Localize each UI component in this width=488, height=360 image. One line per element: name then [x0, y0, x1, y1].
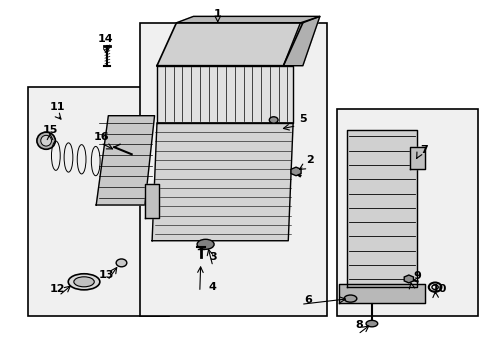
Bar [336, 109, 477, 316]
Ellipse shape [37, 132, 55, 149]
Text: 3: 3 [209, 252, 216, 262]
Ellipse shape [116, 259, 126, 267]
Text: 14: 14 [98, 34, 114, 44]
Bar [140, 23, 326, 316]
Text: 7: 7 [420, 145, 427, 155]
Text: 9: 9 [412, 271, 420, 282]
Ellipse shape [41, 135, 51, 146]
Ellipse shape [68, 274, 100, 290]
Polygon shape [157, 66, 292, 123]
Polygon shape [409, 147, 425, 169]
Text: 16: 16 [93, 132, 109, 142]
Polygon shape [96, 116, 154, 205]
Ellipse shape [344, 295, 356, 302]
Polygon shape [157, 23, 302, 66]
Text: 6: 6 [303, 295, 311, 305]
Polygon shape [144, 184, 159, 217]
Ellipse shape [197, 239, 214, 249]
Text: 13: 13 [98, 270, 113, 280]
Bar [28, 87, 169, 316]
Text: 1: 1 [213, 9, 221, 19]
Polygon shape [339, 284, 425, 303]
Polygon shape [176, 17, 319, 23]
Text: 12: 12 [49, 284, 65, 294]
Polygon shape [346, 130, 416, 287]
Text: 11: 11 [49, 102, 65, 112]
Polygon shape [152, 123, 292, 241]
Text: 8: 8 [354, 320, 362, 330]
Text: 5: 5 [299, 114, 306, 124]
Ellipse shape [269, 117, 278, 123]
Text: 2: 2 [305, 156, 313, 165]
Text: 10: 10 [430, 284, 446, 294]
Polygon shape [283, 17, 319, 66]
Ellipse shape [366, 320, 377, 327]
Ellipse shape [74, 277, 94, 287]
Text: 4: 4 [208, 282, 216, 292]
Text: 15: 15 [42, 125, 58, 135]
